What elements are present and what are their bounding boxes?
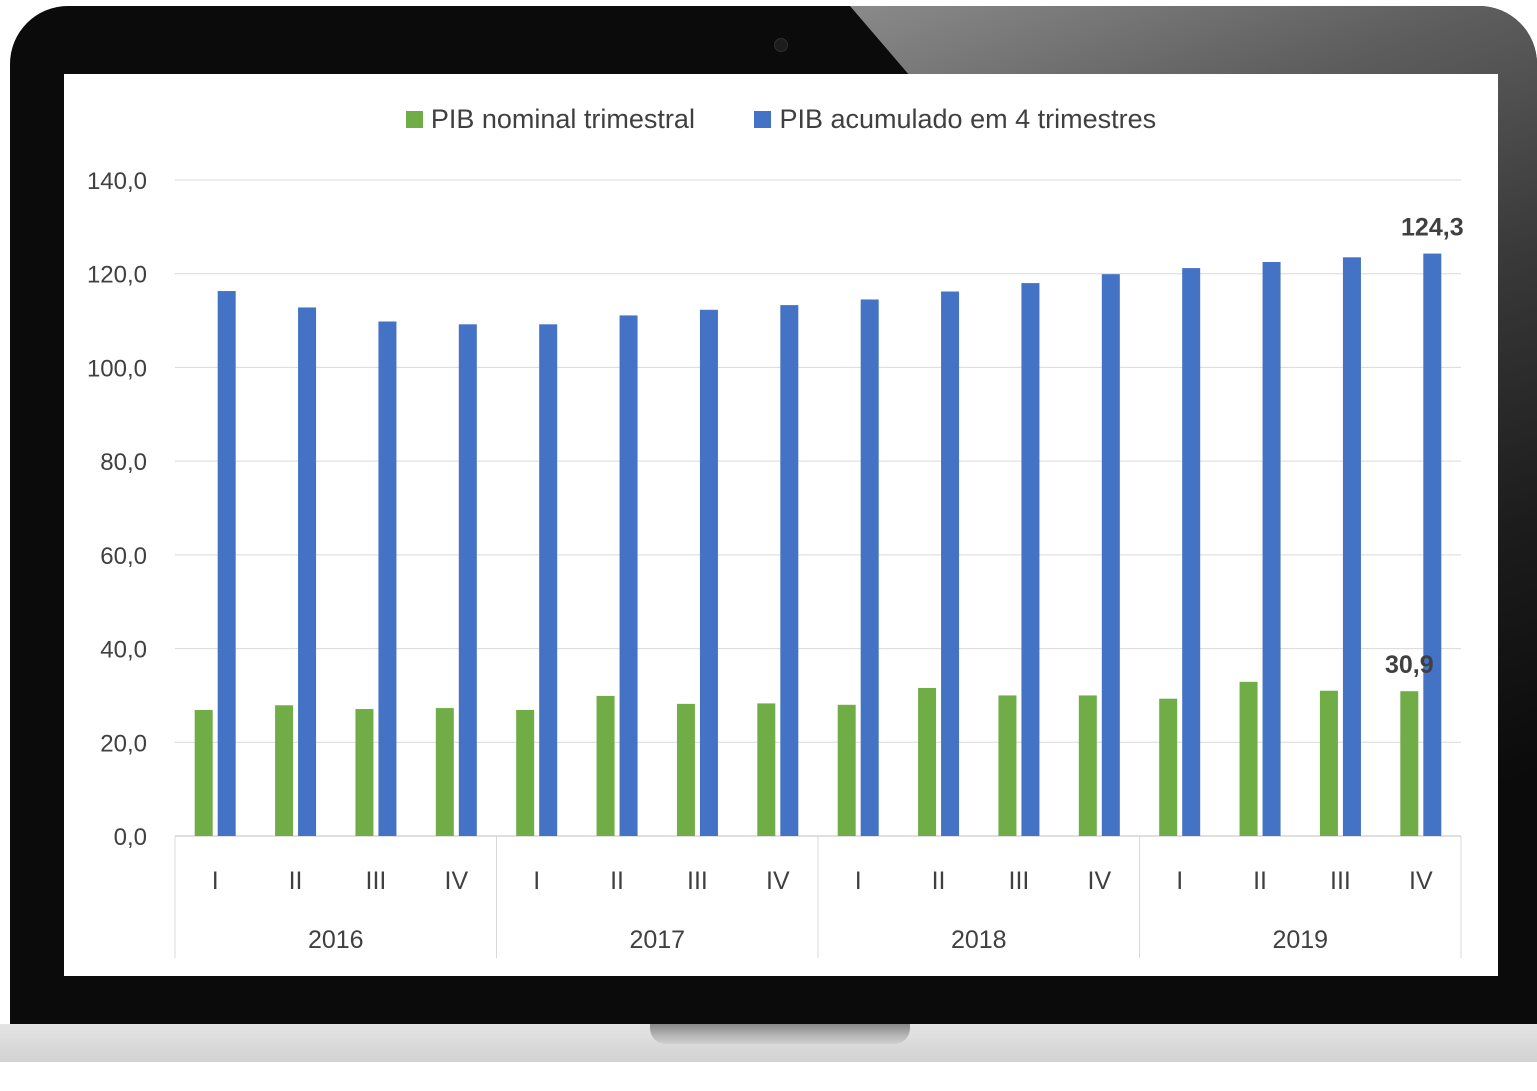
bar-quarterly	[435, 708, 454, 836]
legend-swatch-accumulated	[754, 111, 772, 128]
x-tick-label: II	[289, 867, 303, 895]
y-tick-label: 140,0	[87, 168, 147, 195]
bar-quarterly	[1400, 691, 1419, 836]
x-tick-label: I	[212, 867, 219, 895]
bar-quarterly	[676, 703, 695, 836]
bar-accumulated	[539, 324, 558, 836]
bar-accumulated	[458, 324, 477, 836]
bar-accumulated	[619, 315, 638, 837]
legend-item-quarterly: PIB nominal trimestral	[405, 104, 695, 135]
x-tick-label: I	[1176, 867, 1183, 895]
x-tick-label: II	[1253, 867, 1267, 895]
bar-accumulated	[1342, 257, 1361, 836]
x-tick-label: III	[366, 867, 387, 895]
bar-quarterly	[194, 709, 213, 836]
x-group-label: 2019	[1272, 926, 1328, 954]
bar-accumulated	[860, 299, 879, 836]
bar-accumulated	[298, 307, 317, 836]
camera-icon	[774, 38, 788, 52]
bar-quarterly	[837, 704, 856, 836]
y-tick-label: 100,0	[87, 355, 147, 382]
chart-legend: PIB nominal trimestral PIB acumulado em …	[64, 104, 1498, 135]
y-tick-label: 80,0	[100, 449, 147, 476]
bar-accumulated	[1423, 253, 1442, 836]
bar-accumulated	[378, 321, 397, 837]
bar-accumulated	[1021, 283, 1040, 836]
bar-quarterly	[1239, 681, 1258, 836]
y-tick-label: 20,0	[100, 730, 147, 757]
y-tick-label: 0,0	[114, 824, 147, 851]
x-tick-label: II	[610, 867, 624, 895]
x-tick-label: IV	[1409, 867, 1433, 895]
data-label: 30,9	[1385, 651, 1434, 679]
x-tick-label: III	[1009, 867, 1030, 895]
bar-quarterly	[1078, 695, 1097, 836]
bar-accumulated	[699, 309, 718, 836]
bar-quarterly	[998, 695, 1017, 836]
bar-accumulated	[1262, 262, 1281, 836]
bar-accumulated	[217, 291, 236, 837]
bar-quarterly	[596, 695, 615, 836]
x-tick-label: IV	[1088, 867, 1112, 895]
laptop-notch	[650, 1024, 910, 1044]
bar-accumulated	[941, 291, 960, 836]
x-group-label: 2018	[951, 926, 1007, 954]
laptop-screen: PIB nominal trimestral PIB acumulado em …	[64, 74, 1498, 976]
bar-quarterly	[1319, 690, 1338, 836]
x-tick-label: I	[533, 867, 540, 895]
bar-quarterly	[275, 705, 294, 836]
y-tick-label: 60,0	[100, 543, 147, 570]
data-label: 124,3	[1401, 214, 1464, 242]
x-tick-label: III	[687, 867, 708, 895]
bar-quarterly	[918, 687, 937, 836]
x-tick-label: IV	[445, 867, 469, 895]
x-tick-label: IV	[766, 867, 790, 895]
x-tick-label: I	[855, 867, 862, 895]
x-group-label: 2017	[629, 926, 685, 954]
bar-accumulated	[1182, 268, 1201, 836]
x-group-label: 2016	[308, 926, 364, 954]
legend-item-accumulated: PIB acumulado em 4 trimestres	[754, 104, 1156, 135]
y-tick-label: 120,0	[87, 262, 147, 289]
bar-quarterly	[757, 703, 776, 836]
x-tick-label: II	[932, 867, 946, 895]
legend-label-accumulated: PIB acumulado em 4 trimestres	[779, 104, 1157, 134]
legend-label-quarterly: PIB nominal trimestral	[430, 104, 695, 134]
bar-quarterly	[1159, 698, 1178, 836]
bar-chart: 0,0 20,0 40,0 60,0 80,0 100,0 120,0 140,0 124,3 3…	[87, 168, 1464, 958]
bar-quarterly	[516, 709, 535, 836]
x-tick-label: III	[1330, 867, 1351, 895]
legend-swatch-quarterly	[405, 111, 423, 128]
y-tick-label: 40,0	[100, 637, 147, 664]
bar-accumulated	[780, 305, 799, 836]
bar-quarterly	[355, 709, 374, 836]
bar-accumulated	[1101, 274, 1120, 836]
